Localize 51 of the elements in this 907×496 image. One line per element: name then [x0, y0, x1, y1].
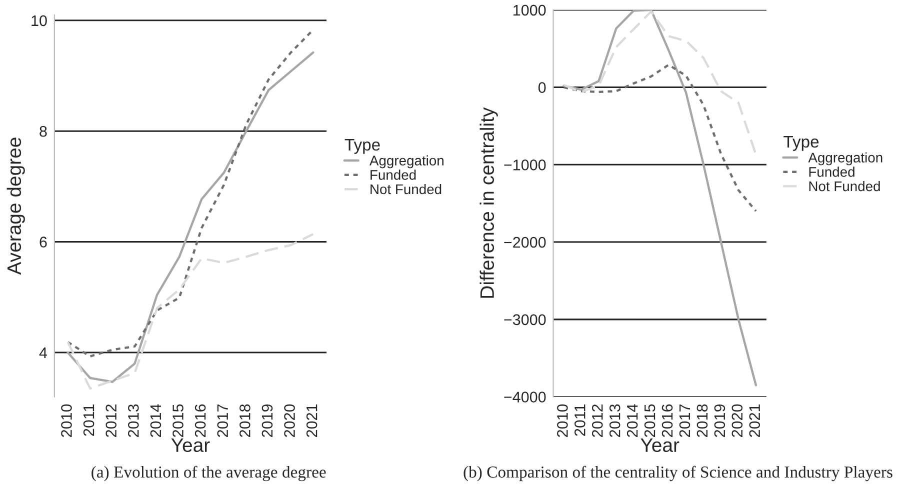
x-tick-label: 2012 [592, 404, 603, 437]
y-tick-label: −3000 [504, 314, 546, 326]
x-tick-label: 2013 [609, 404, 620, 437]
y-tick-label: −1000 [504, 160, 546, 170]
x-tick-label: 2017 [679, 404, 690, 437]
x-tick-label: 2018 [696, 404, 708, 437]
x-tick-label: 2017 [217, 404, 228, 437]
x-tick-label: 2011 [574, 404, 586, 436]
y-tick-label: 4 [39, 348, 48, 358]
x-tick-label: 2015 [172, 404, 184, 437]
x-tick-label: 2014 [150, 404, 162, 437]
y-axis-title: Average degree [6, 138, 25, 275]
x-tick-label: 2010 [557, 404, 568, 437]
x-tick-label: 2015 [644, 404, 656, 437]
legend-label: Aggregation [369, 155, 444, 168]
legend-title: Type [344, 138, 380, 154]
legend-label: Funded [809, 166, 854, 177]
x-tick-label: 2021 [749, 404, 760, 437]
x-tick-label: 2021 [306, 404, 318, 437]
y-axis-title: Difference in centrality [480, 107, 498, 298]
legend-title: Type [784, 136, 819, 151]
y-tick-label: −2000 [504, 236, 546, 248]
legend-label: Not Funded [809, 180, 880, 192]
y-tick-label: 6 [40, 236, 47, 248]
y-tick-label: 1000 [514, 4, 546, 16]
x-tick-label: 2016 [662, 404, 673, 437]
line-series [562, 10, 758, 386]
x-tick-label: 2014 [626, 404, 638, 437]
line-series [562, 64, 758, 212]
line-series [66, 232, 314, 390]
x-tick-label: 2011 [83, 404, 94, 436]
legend-label: Funded [370, 170, 416, 180]
y-tick-label: 10 [32, 15, 47, 26]
x-tick-label: 2016 [194, 404, 206, 437]
y-tick-label: 0 [538, 82, 546, 93]
x-tick-label: 2019 [262, 404, 273, 437]
text: (b) Comparison of the centrality of Science and Industry Players [464, 466, 892, 482]
x-tick-label: 2019 [714, 404, 726, 437]
x-tick-label: 2013 [128, 404, 139, 437]
y-tick-label: 8 [40, 126, 47, 137]
legend-label: Not Funded [370, 184, 442, 194]
text: (a) Evolution of the average degree [92, 466, 326, 482]
legend-label: Aggregation [808, 152, 882, 166]
x-tick-label: 2020 [284, 404, 295, 437]
x-axis-title: Year [171, 438, 210, 452]
x-tick-label: 2020 [732, 404, 743, 437]
y-tick-label: −4000 [504, 392, 546, 402]
x-tick-label: 2010 [61, 404, 72, 437]
x-tick-label: 2012 [106, 404, 117, 437]
x-axis-title: Year [640, 438, 680, 452]
x-tick-label: 2018 [240, 404, 250, 437]
